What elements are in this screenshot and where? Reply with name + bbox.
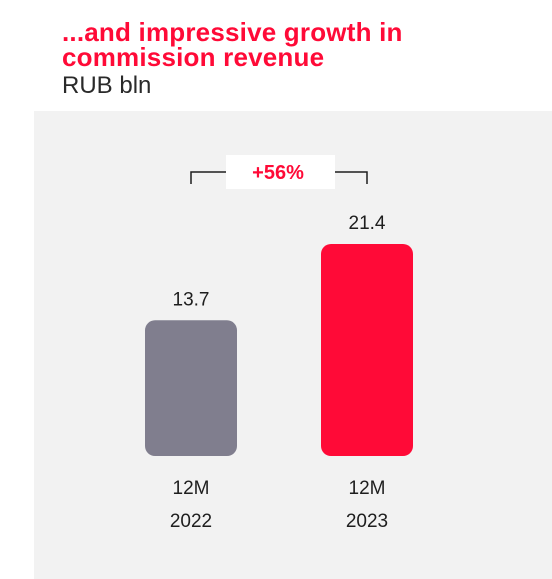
chart-title-line-1: ...and impressive growth in xyxy=(62,17,403,47)
growth-badge xyxy=(226,155,335,189)
bar-1 xyxy=(321,244,413,456)
value-label-0: 13.7 xyxy=(173,289,210,310)
chart-unit: RUB bln xyxy=(62,72,152,99)
category-label-1-line-1: 12M xyxy=(349,478,386,499)
category-label-0-line-2: 2022 xyxy=(170,511,212,532)
title-block: ...and impressive growth in commission r… xyxy=(62,17,403,100)
value-label-1: 21.4 xyxy=(349,213,386,234)
category-label-0-line-1: 12M xyxy=(173,478,210,499)
growth-annotation: +56% xyxy=(252,162,304,184)
bar-0 xyxy=(145,320,237,456)
category-label-1-line-2: 2023 xyxy=(346,511,388,532)
chart-title-line-2: commission revenue xyxy=(62,42,325,72)
